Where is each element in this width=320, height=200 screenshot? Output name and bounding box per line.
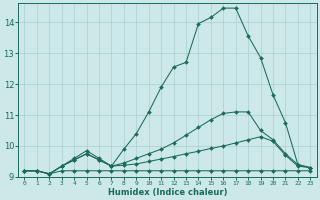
X-axis label: Humidex (Indice chaleur): Humidex (Indice chaleur) (108, 188, 227, 197)
